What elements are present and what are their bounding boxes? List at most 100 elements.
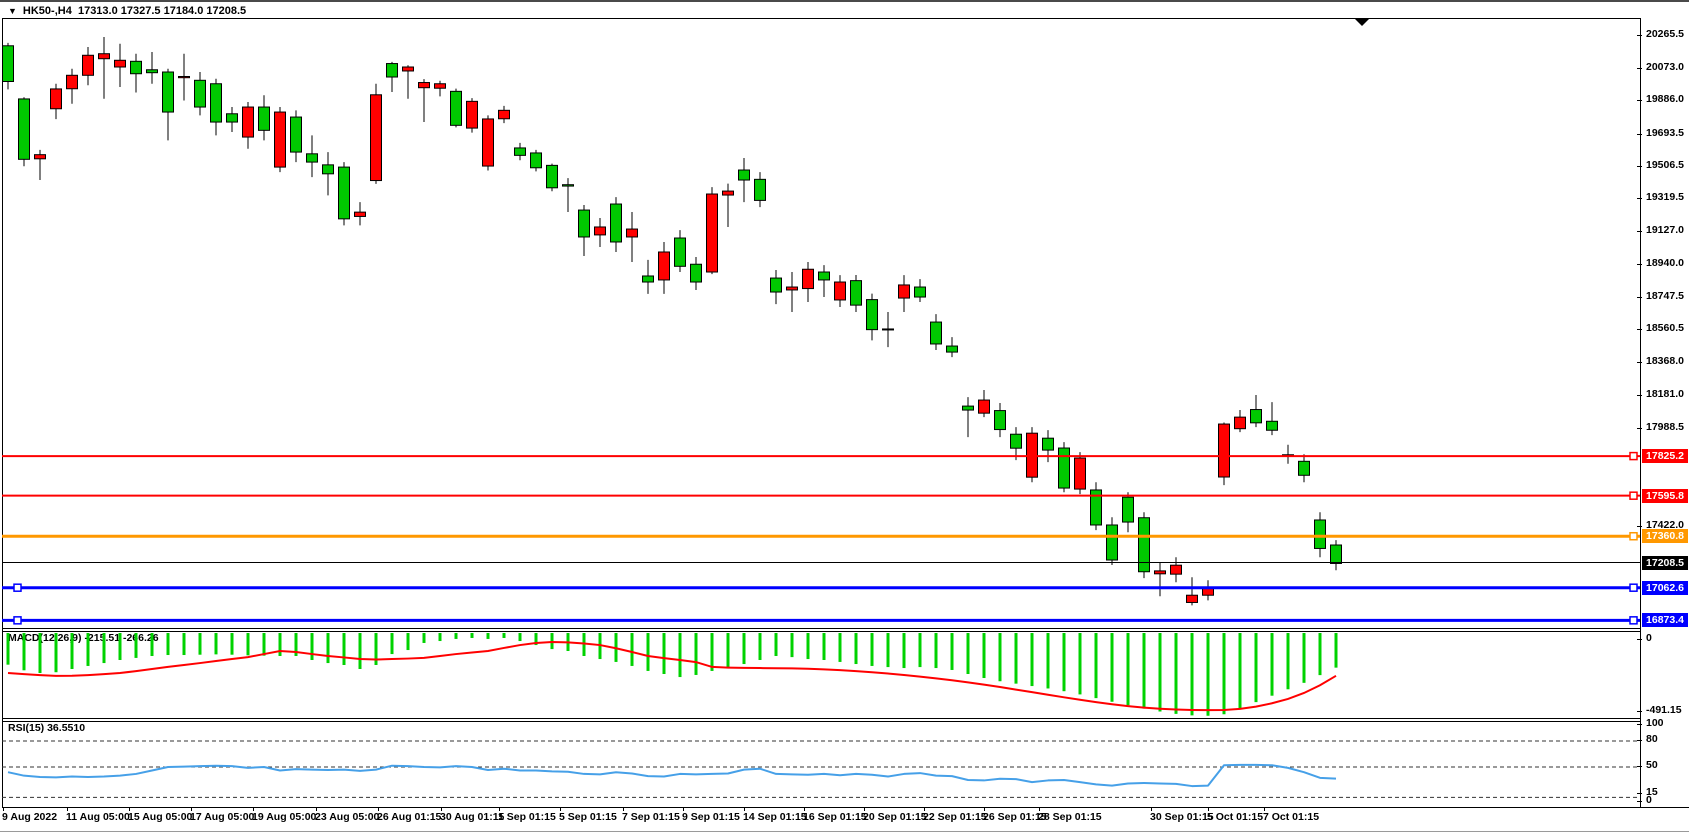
rsi-separator-top[interactable]: [2, 718, 1641, 719]
macd-signal-line: [7, 641, 1337, 712]
macd-separator-top[interactable]: [2, 628, 1641, 629]
candle: [642, 259, 654, 294]
time-axis-label: 14 Sep 01:15: [743, 811, 807, 823]
candle-body-bull: [1058, 447, 1070, 489]
candle-body-bull: [1090, 489, 1102, 526]
time-axis-tick: [804, 807, 805, 811]
time-axis-tick: [1264, 807, 1265, 811]
candle-body-bear: [466, 100, 478, 129]
macd-axis-tick: [1637, 711, 1642, 712]
candle: [1202, 580, 1214, 601]
time-axis-tick: [1151, 807, 1152, 811]
candle: [338, 162, 350, 226]
candle: [626, 211, 638, 262]
rsi-axis-label: 0: [1646, 794, 1652, 806]
price-level-badge: 17360.8: [1642, 529, 1688, 544]
time-axis-label: 17 Aug 05:00: [190, 811, 255, 823]
candle-body-bull: [386, 63, 398, 78]
level-anchor-handle[interactable]: [13, 583, 22, 592]
price-level-badge: 17595.8: [1642, 488, 1688, 503]
candle: [962, 397, 974, 438]
price-tick: [1637, 394, 1642, 396]
last-bar-marker-icon: [1355, 19, 1369, 26]
level-anchor-handle[interactable]: [1629, 491, 1638, 500]
time-axis-label: 20 Sep 01:15: [863, 811, 927, 823]
candle-body-bull: [690, 263, 702, 283]
price-tick-label: 19506.5: [1646, 158, 1684, 171]
candle-body-bull: [1330, 544, 1342, 564]
candle-body-bull: [850, 280, 862, 306]
time-axis-tick: [441, 807, 442, 811]
candle-body-bear: [66, 74, 78, 90]
chart-dropdown-icon[interactable]: ▼: [8, 6, 17, 16]
level-anchor-handle[interactable]: [13, 616, 22, 625]
time-axis-border[interactable]: [2, 807, 1689, 808]
time-axis-tick: [1208, 807, 1209, 811]
rsi-axis-tick: [1637, 801, 1642, 802]
rsi-axis-label: 50: [1646, 759, 1658, 771]
price-tick: [1637, 329, 1642, 331]
candle-body-bull: [1138, 517, 1150, 573]
time-axis-label: 11 Aug 05:00: [66, 811, 130, 823]
candle: [978, 390, 990, 418]
macd-axis-label: -491.15: [1646, 704, 1682, 716]
macd-axis-label: 0: [1646, 632, 1652, 644]
ohlc-readout: 17313.0 17327.5 17184.0 17208.5: [77, 5, 247, 17]
price-tick: [1637, 198, 1642, 200]
price-tick-label: 19693.5: [1646, 126, 1684, 139]
candle: [482, 115, 494, 171]
candle-body-bear: [354, 211, 366, 217]
level-anchor-handle[interactable]: [1629, 583, 1638, 592]
candle-body-bull: [130, 60, 142, 75]
candle: [946, 337, 958, 358]
rsi-pane[interactable]: [0, 721, 1640, 807]
candle: [1058, 442, 1070, 493]
rsi-axis-tick: [1637, 724, 1642, 725]
level-anchor-handle[interactable]: [1629, 451, 1638, 461]
candle-body-bull: [578, 209, 590, 238]
level-anchor-handle[interactable]: [1629, 616, 1638, 625]
candle: [546, 163, 558, 192]
candle-body-bear: [418, 82, 430, 89]
candle-body-bull: [146, 69, 158, 74]
candle: [178, 53, 190, 101]
candle-body-bull: [610, 203, 622, 243]
price-level-badge: 17062.6: [1642, 580, 1688, 595]
candle: [514, 142, 526, 161]
candle-body-bull: [1010, 433, 1022, 449]
level-anchor-handle[interactable]: [1629, 531, 1638, 541]
price-level-badge: 16873.4: [1642, 613, 1688, 628]
main-price-pane[interactable]: [0, 2, 1640, 629]
candle: [530, 149, 542, 172]
candle: [578, 205, 590, 256]
time-axis-label: 5 Oct 01:15: [1207, 811, 1264, 823]
time-axis-tick: [3, 807, 4, 811]
candle: [18, 97, 30, 167]
candle: [1074, 452, 1086, 495]
candle-body-bull: [642, 275, 654, 283]
rsi-axis-label: 100: [1646, 717, 1664, 729]
candle: [306, 135, 318, 178]
price-tick-label: 20073.0: [1646, 61, 1684, 74]
price-tick-label: 19319.5: [1646, 191, 1684, 204]
candle-body-bear: [802, 268, 814, 290]
candle: [194, 72, 206, 116]
candle-body-bear: [722, 190, 734, 196]
time-axis-tick: [744, 807, 745, 811]
time-axis-label: 28 Sep 01:15: [1038, 811, 1102, 823]
candle-body-bear: [114, 59, 126, 68]
candle: [866, 293, 878, 341]
price-tick-label: 18560.5: [1646, 322, 1684, 335]
candle-body-bear: [1186, 594, 1198, 603]
candle-body-bull: [866, 299, 878, 331]
time-axis-tick: [984, 807, 985, 811]
candle-body-bull: [530, 152, 542, 169]
candle-body-bear: [82, 54, 94, 76]
candle-body-bull: [2, 45, 14, 82]
time-axis-label: 7 Sep 01:15: [622, 811, 680, 823]
price-axis-border[interactable]: [1640, 18, 1641, 808]
candle: [322, 152, 334, 196]
candle-body-bull: [1314, 519, 1326, 549]
candle-body-bear: [978, 399, 990, 414]
macd-pane[interactable]: [0, 631, 1640, 718]
